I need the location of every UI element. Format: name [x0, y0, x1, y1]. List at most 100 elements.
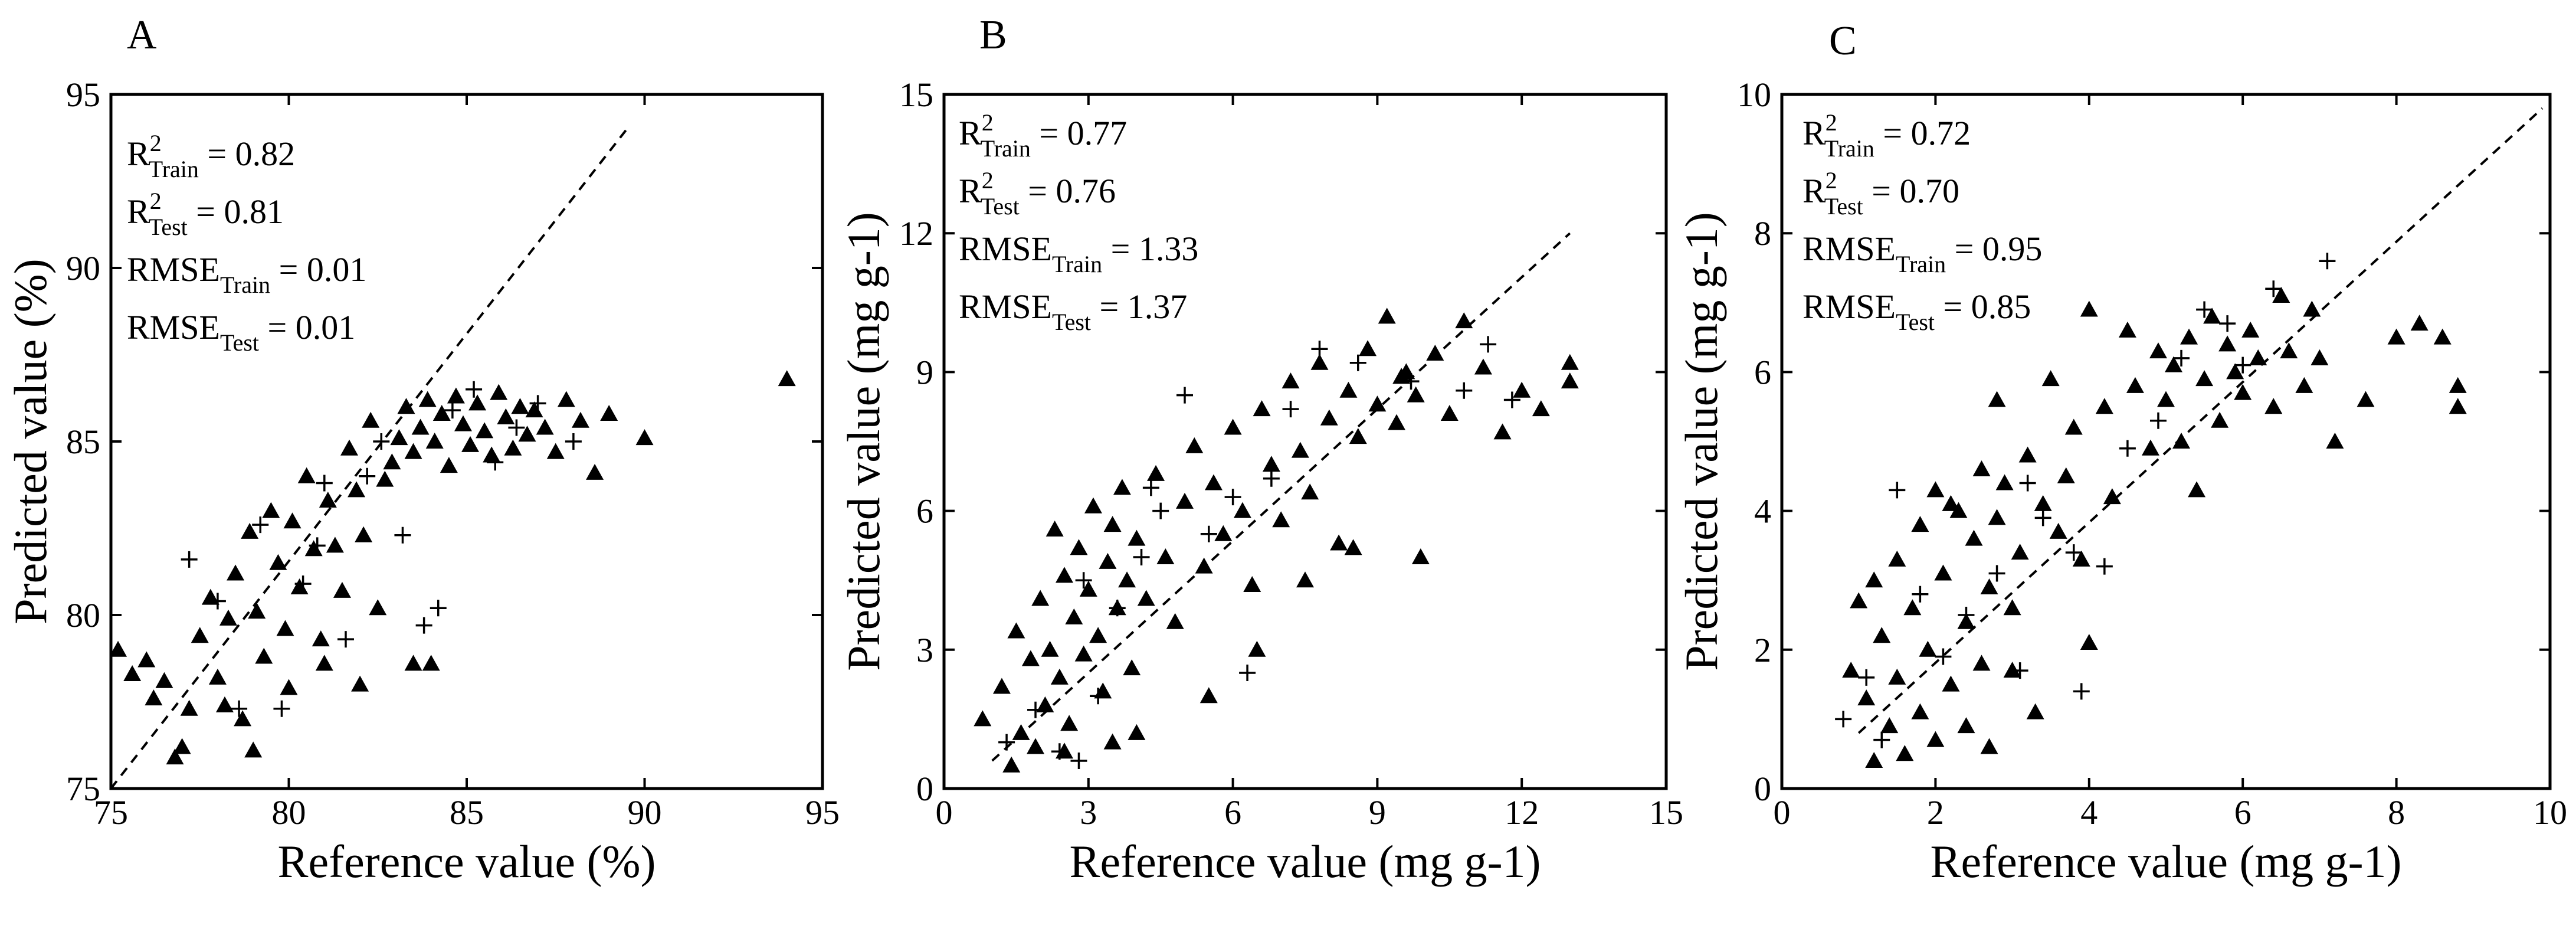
train-point [1007, 622, 1025, 639]
train-point [1378, 308, 1396, 324]
test-point [2096, 558, 2113, 575]
train-point [2141, 439, 2159, 456]
train-point [348, 481, 366, 498]
train-point [461, 436, 480, 452]
train-point [1123, 659, 1141, 676]
train-point [2057, 467, 2075, 483]
test-point [1480, 336, 1497, 353]
train-point [1911, 703, 1929, 719]
train-point [1027, 738, 1045, 754]
train-point [297, 467, 316, 483]
train-point [2157, 391, 2175, 407]
y-tick-label: 10 [1737, 76, 1771, 114]
train-point [397, 398, 415, 414]
train-point [145, 689, 163, 706]
train-point [525, 401, 543, 418]
train-point [1880, 717, 1899, 734]
train-point [1942, 495, 1960, 511]
train-point [1965, 529, 1983, 546]
train-point [1176, 492, 1194, 509]
train-point [2280, 342, 2298, 359]
test-point [2265, 280, 2282, 297]
test-point [1224, 489, 1241, 506]
stats-line: R2 Train = 0.77 [959, 109, 1127, 162]
train-point [2041, 370, 2060, 387]
train-point [123, 665, 142, 681]
train-point [1561, 354, 1579, 370]
panel-a: A 75 80 85 90 95 75 80 85 90 95 Reference value (%)… [5, 12, 840, 887]
test-point [2019, 475, 2036, 492]
y-tick-label: 85 [66, 423, 100, 461]
train-point [1455, 312, 1473, 329]
train-point [2326, 433, 2344, 449]
train-point [2011, 544, 2029, 560]
train-point [2049, 522, 2067, 539]
train-point [1972, 460, 1991, 477]
stats-line: RMSETest = 0.85 [1802, 287, 2031, 335]
train-point [1359, 340, 1377, 356]
y-tick-label: 12 [899, 214, 933, 253]
y-axis-label: Predicted value (mg g-1) [838, 212, 889, 671]
train-point [1204, 474, 1223, 490]
x-tick-label: 12 [1505, 793, 1539, 832]
train-point [315, 655, 333, 671]
train-point [269, 554, 287, 570]
y-tick-label: 95 [66, 76, 100, 114]
x-tick-label: 15 [1649, 793, 1683, 832]
train-point [2018, 446, 2037, 463]
y-tick-label: 0 [1754, 770, 1771, 808]
train-point [1388, 414, 1406, 430]
test-point [1239, 665, 1256, 681]
test-point [1282, 401, 1299, 418]
train-point [468, 394, 487, 411]
train-point [2303, 300, 2321, 317]
test-point [2011, 662, 2028, 679]
x-tick-label: 10 [2533, 793, 2567, 832]
y-tick-label: 0 [916, 770, 933, 808]
y-tick-label: 6 [916, 492, 933, 531]
train-point [1113, 479, 1131, 495]
train-point [1407, 386, 1425, 403]
train-point [1972, 655, 1991, 671]
x-tick-label: 85 [450, 793, 484, 832]
train-point [974, 710, 992, 727]
test-point [1176, 387, 1193, 404]
x-tick-label: 80 [272, 793, 306, 832]
x-tick-label: 6 [2234, 793, 2251, 832]
train-point [1021, 650, 1040, 666]
train-point [219, 609, 237, 626]
test-point [337, 631, 354, 648]
train-point [2241, 321, 2260, 338]
train-point [351, 675, 369, 692]
train-point [376, 470, 394, 487]
y-tick-label: 8 [1754, 214, 1771, 253]
test-point [2219, 315, 2236, 332]
test-point [209, 593, 226, 610]
train-point [1060, 715, 1079, 731]
train-point [2026, 703, 2044, 719]
test-point [1456, 382, 1473, 399]
train-point [1301, 483, 1319, 500]
train-point [1262, 456, 1280, 472]
train-point [2234, 384, 2252, 400]
panel-letter: A [127, 12, 157, 58]
train-point [1513, 381, 1531, 398]
train-point [418, 391, 437, 407]
test-point [1349, 354, 1366, 371]
x-tick-label: 3 [1080, 793, 1097, 832]
train-point [290, 578, 309, 594]
train-point [1166, 613, 1184, 629]
train-point [1224, 418, 1242, 435]
train-point [241, 522, 259, 539]
train-point [1320, 409, 1338, 426]
x-tick-label: 0 [936, 793, 953, 832]
train-point [1368, 395, 1387, 412]
train-point [546, 443, 565, 459]
test-point [2073, 683, 2090, 700]
test-point [415, 617, 432, 634]
train-point [2249, 349, 2267, 365]
train-point [411, 418, 430, 435]
train-point [1099, 552, 1117, 569]
train-point [191, 627, 209, 643]
